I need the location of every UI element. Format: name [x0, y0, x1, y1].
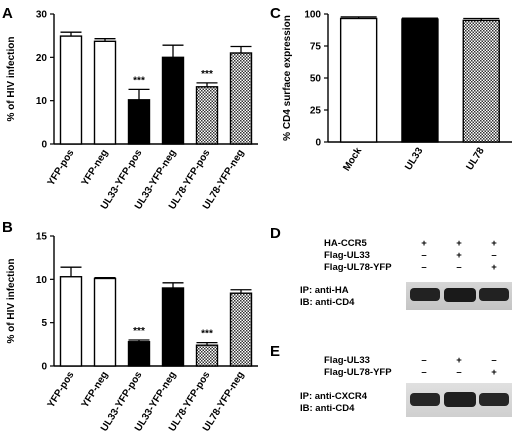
d-blot-label-ip: IP: anti-HA: [300, 285, 349, 296]
d-mark-2-1: –: [421, 250, 426, 261]
d-mark-1-3: +: [491, 238, 497, 249]
e-mark-1-3: –: [491, 355, 496, 366]
chart-a-y-tick-label-2: 20: [36, 53, 48, 64]
blot-d-band-1: [410, 288, 440, 301]
panel-letter-c: C: [270, 5, 281, 22]
chart-b-bar-5: [229, 292, 253, 367]
chart-c-y-tick-label-2: 50: [310, 74, 322, 85]
chart-c-y-tick-label-4: 100: [304, 10, 321, 21]
chart-b-y-tick-label-3: 15: [36, 232, 48, 243]
e-blot-label-ip: IP: anti-CXCR4: [300, 391, 368, 402]
chart-c-bar-1: [401, 18, 439, 143]
chart-a-bar-1: [93, 40, 117, 145]
chart-b-category-label-0: YFP-pos: [46, 369, 77, 410]
e-blot-label-ib: IB: anti-CD4: [300, 403, 355, 414]
chart-a-y-label: % of HIV infection: [6, 37, 17, 122]
chart-b-category-label-1: YFP-neg: [80, 370, 111, 410]
chart-a-category-label-0: YFP-pos: [46, 147, 77, 188]
panel-e: Flag-UL33 Flag-UL78-YFP – + – – – + IP: …: [300, 355, 497, 414]
chart-a-y-tick-label-0: 0: [41, 140, 47, 151]
chart-a-y-tick-label-1: 10: [36, 96, 48, 107]
e-mark-1-1: –: [421, 355, 426, 366]
e-mark-2-2: –: [456, 367, 461, 378]
chart-a-bar-3: [161, 56, 185, 145]
blot-e-band-1: [410, 393, 440, 406]
e-mark-1-2: +: [456, 355, 462, 366]
d-mark-3-2: –: [456, 262, 461, 273]
chart-c-y-tick-label-1: 25: [310, 106, 322, 117]
chart-c-bar-0: [339, 17, 378, 143]
chart-b: 0 5 10 15 % of HIV infection YFP-pos YFP-neg **…: [6, 232, 258, 434]
chart-c-category-label-1: UL33: [403, 145, 426, 172]
d-mark-3-1: –: [421, 262, 426, 273]
chart-b-annotation-4: ***: [201, 329, 213, 340]
panel-letter-b: B: [2, 219, 13, 236]
d-mark-1-2: +: [456, 238, 462, 249]
chart-b-bar-0: [59, 276, 83, 367]
chart-c-y-label: % CD4 surface expression: [282, 15, 293, 141]
chart-b-y-tick-label-2: 10: [36, 275, 48, 286]
chart-a-y-tick-label-3: 30: [36, 10, 48, 21]
e-row-label-2: Flag-UL78-YFP: [324, 367, 392, 378]
chart-b-bar-1: [93, 277, 117, 367]
chart-a-bar-0: [59, 35, 83, 145]
d-row-label-2: Flag-UL33: [324, 250, 370, 261]
panel-letter-e: E: [270, 343, 280, 360]
chart-a: 0 10 20 30 % of HIV infection YFP-pos YFP-neg *…: [6, 10, 258, 212]
chart-b-y-tick-label-0: 0: [41, 362, 47, 373]
chart-b-bar-4: [195, 344, 219, 367]
d-mark-3-3: +: [491, 262, 497, 273]
chart-a-bar-5: [229, 52, 253, 145]
chart-b-y-tick-label-1: 5: [41, 318, 47, 329]
panel-letter-d: D: [270, 225, 281, 242]
blot-d-band-2: [444, 288, 476, 302]
chart-b-y-label: % of HIV infection: [6, 259, 17, 344]
chart-c-y-tick-label-3: 75: [310, 42, 322, 53]
d-mark-2-2: +: [456, 250, 462, 261]
panel-d: HA-CCR5 Flag-UL33 Flag-UL78-YFP + + + – …: [300, 238, 497, 308]
e-mark-2-1: –: [421, 367, 426, 378]
blot-e-band-3: [479, 393, 509, 406]
d-row-label-3: Flag-UL78-YFP: [324, 262, 392, 273]
blot-e: [406, 383, 512, 417]
blot-d-band-3: [479, 288, 509, 301]
chart-c-category-label-2: UL78: [465, 145, 488, 172]
panel-letter-a: A: [2, 5, 13, 22]
d-mark-1-1: +: [421, 238, 427, 249]
d-blot-label-ib: IB: anti-CD4: [300, 297, 355, 308]
chart-a-bar-2: [127, 99, 151, 145]
e-mark-2-3: +: [491, 367, 497, 378]
d-mark-2-3: –: [491, 250, 496, 261]
chart-b-annotation-2: ***: [133, 326, 145, 337]
chart-b-bar-2: [127, 341, 151, 367]
chart-a-annotation-4: ***: [201, 69, 213, 80]
e-row-label-1: Flag-UL33: [324, 355, 370, 366]
chart-c-category-label-0: Mock: [341, 145, 364, 173]
chart-a-annotation-2: ***: [133, 75, 145, 86]
chart-a-category-label-1: YFP-neg: [80, 148, 111, 188]
chart-a-bar-4: [195, 86, 219, 145]
chart-c-bar-2: [462, 19, 500, 143]
chart-c: 0 25 50 75 100 % CD4 surface expression Mock UL…: [282, 10, 512, 173]
chart-c-y-tick-label-0: 0: [315, 138, 321, 149]
chart-b-bar-3: [161, 287, 185, 367]
d-row-label-1: HA-CCR5: [324, 238, 367, 249]
blot-e-band-2: [444, 392, 476, 407]
blot-d: [406, 282, 512, 310]
